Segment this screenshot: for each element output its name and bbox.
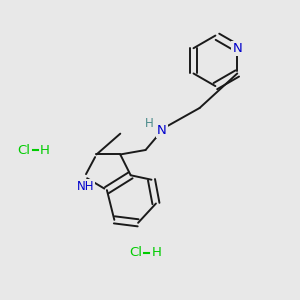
Text: Cl: Cl — [129, 246, 142, 259]
Text: Cl: Cl — [18, 143, 31, 157]
Text: H: H — [40, 143, 50, 157]
Text: H: H — [152, 246, 161, 259]
Text: N: N — [232, 42, 242, 55]
Text: H: H — [145, 117, 154, 130]
Text: NH: NH — [77, 180, 95, 193]
Text: N: N — [157, 124, 167, 137]
